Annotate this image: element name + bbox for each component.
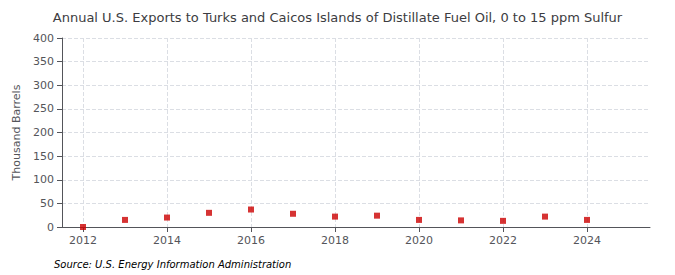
svg-text:250: 250 [33, 102, 54, 115]
svg-text:300: 300 [33, 79, 54, 92]
svg-text:200: 200 [33, 126, 54, 139]
svg-text:50: 50 [40, 197, 54, 210]
svg-text:2022: 2022 [489, 234, 517, 247]
svg-text:100: 100 [33, 173, 54, 186]
svg-text:350: 350 [33, 55, 54, 68]
svg-text:2020: 2020 [405, 234, 433, 247]
svg-text:Thousand Barrels: Thousand Barrels [10, 84, 23, 181]
svg-text:2016: 2016 [237, 234, 265, 247]
svg-text:Source: U.S. Energy Informatio: Source: U.S. Energy Information Administ… [54, 259, 291, 270]
svg-text:0: 0 [47, 221, 54, 234]
svg-text:150: 150 [33, 150, 54, 163]
svg-text:2018: 2018 [321, 234, 349, 247]
svg-text:400: 400 [33, 32, 54, 45]
svg-text:2024: 2024 [573, 234, 601, 247]
svg-text:2014: 2014 [153, 234, 181, 247]
svg-text:Annual U.S. Exports to Turks a: Annual U.S. Exports to Turks and Caicos … [53, 10, 623, 25]
svg-text:2012: 2012 [69, 234, 97, 247]
